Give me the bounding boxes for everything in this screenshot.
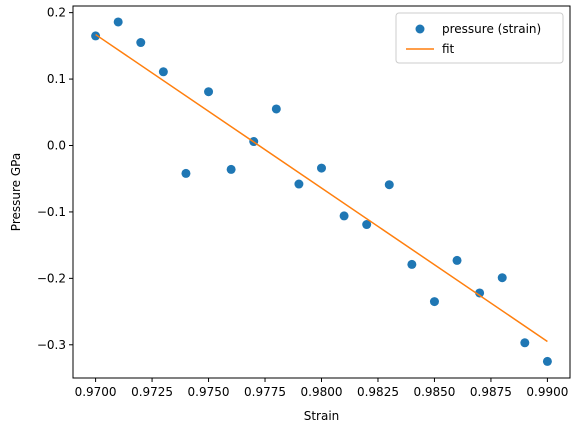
scatter-point (429, 297, 439, 307)
scatter-point (113, 17, 123, 27)
legend-marker-pressure (415, 24, 425, 34)
scatter-point (362, 220, 372, 230)
scatter-point (158, 67, 168, 77)
y-axis-label: Pressure GPa (9, 153, 23, 231)
series-layer (91, 17, 552, 366)
scatter-point (294, 179, 304, 189)
x-tick-label: 0.9825 (357, 385, 399, 399)
scatter-point (181, 168, 191, 178)
fit-line (95, 33, 548, 343)
legend-label-pressure: pressure (strain) (442, 22, 541, 36)
scatter-point (226, 164, 236, 174)
y-tick-label: −0.3 (37, 338, 66, 352)
x-tick-label: 0.9900 (526, 385, 568, 399)
x-axis-ticks: 0.9700 0.9725 0.9750 0.9775 0.9800 0.9825 0.98… (75, 378, 568, 399)
scatter-point (475, 288, 485, 298)
x-tick-label: 0.9725 (131, 385, 173, 399)
scatter-point (136, 38, 146, 48)
y-tick-label: 0.1 (47, 72, 66, 86)
scatter-point (91, 31, 101, 41)
y-tick-label: 0.0 (47, 139, 66, 153)
scatter-point (497, 273, 507, 283)
x-axis-label: Strain (304, 409, 340, 423)
scatter-point (339, 211, 349, 221)
x-tick-label: 0.9775 (244, 385, 286, 399)
scatter-point (384, 180, 394, 190)
y-tick-label: −0.2 (37, 271, 66, 285)
y-axis-ticks: 0.2 0.1 0.0 −0.1 −0.2 −0.3 (37, 6, 73, 352)
scatter-point (407, 259, 417, 269)
legend-box (395, 12, 564, 64)
x-tick-label: 0.9750 (188, 385, 230, 399)
scatter-point (452, 255, 462, 265)
x-tick-label: 0.9800 (301, 385, 343, 399)
x-tick-label: 0.9700 (75, 385, 117, 399)
scatter-point (204, 87, 214, 97)
legend-label-fit: fit (442, 42, 455, 56)
legend: pressure (strain) fit (395, 12, 564, 64)
scatter-point (542, 356, 552, 366)
scatter-point (520, 338, 530, 348)
x-tick-label: 0.9875 (470, 385, 512, 399)
y-tick-label: 0.2 (47, 6, 66, 20)
scatter-point (317, 163, 326, 173)
scatter-point (271, 104, 281, 114)
x-tick-label: 0.9850 (413, 385, 455, 399)
y-tick-label: −0.1 (37, 205, 66, 219)
